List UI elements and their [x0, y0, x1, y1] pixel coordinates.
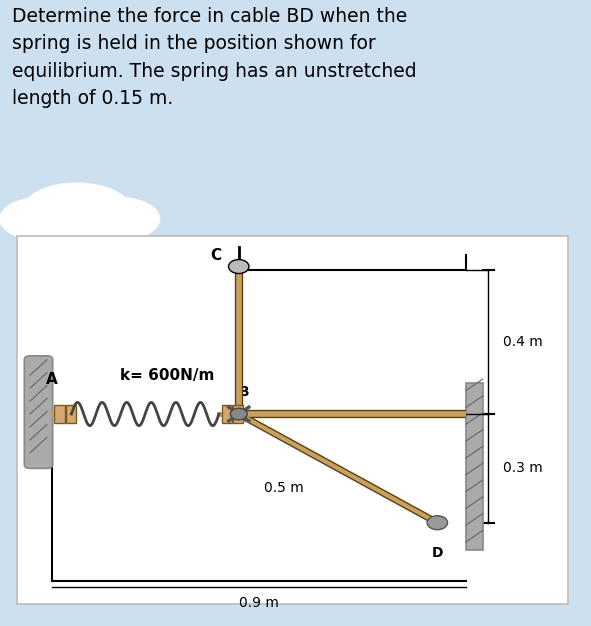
Text: 0.5 m: 0.5 m: [264, 481, 304, 495]
Circle shape: [230, 408, 247, 420]
Text: 0.3 m: 0.3 m: [502, 461, 543, 475]
Circle shape: [427, 516, 447, 530]
Text: A: A: [46, 372, 57, 387]
Bar: [66, 406, 76, 423]
Text: D: D: [431, 546, 443, 560]
Text: B: B: [239, 384, 249, 399]
Ellipse shape: [24, 183, 130, 235]
Bar: [222, 406, 232, 423]
FancyBboxPatch shape: [466, 383, 483, 550]
Ellipse shape: [59, 212, 130, 245]
FancyBboxPatch shape: [24, 356, 53, 468]
Ellipse shape: [77, 197, 160, 240]
Bar: [233, 406, 243, 423]
Text: Determine the force in cable BD when the
spring is held in the position shown fo: Determine the force in cable BD when the…: [12, 7, 417, 108]
Bar: [54, 406, 64, 423]
Text: 0.4 m: 0.4 m: [502, 336, 543, 349]
Circle shape: [229, 260, 249, 274]
Text: C: C: [210, 248, 222, 263]
Text: 0.9 m: 0.9 m: [239, 597, 278, 610]
Ellipse shape: [0, 197, 83, 240]
Text: k= 600N/m: k= 600N/m: [119, 367, 214, 382]
